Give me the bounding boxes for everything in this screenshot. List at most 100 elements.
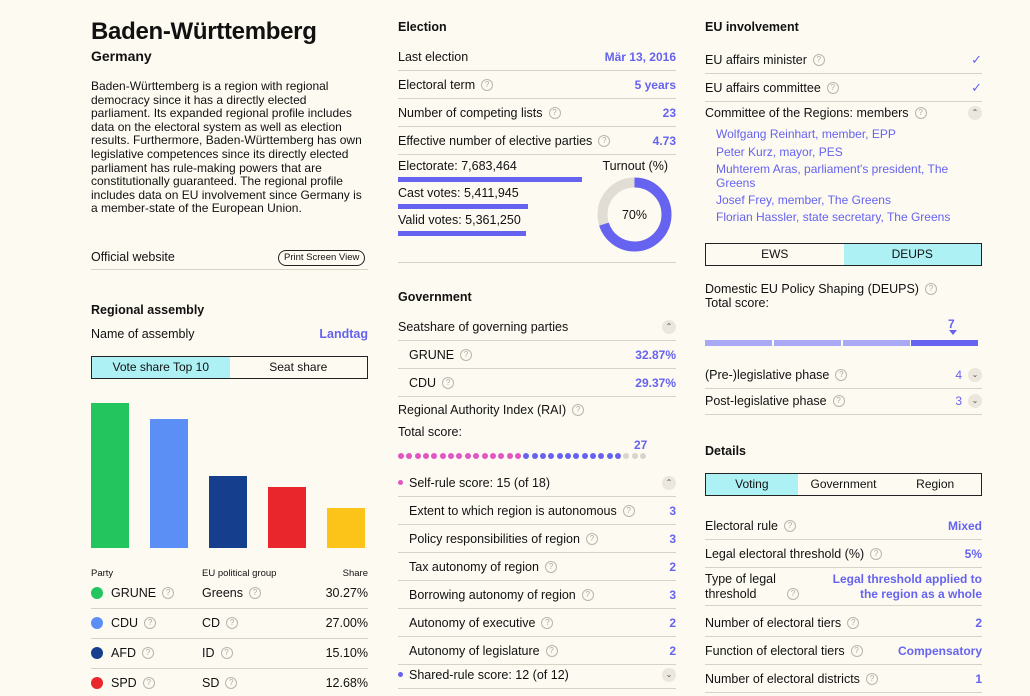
deups-segment: [774, 340, 841, 346]
help-icon[interactable]: ?: [144, 617, 157, 629]
help-icon[interactable]: ?: [225, 677, 238, 689]
shared-rule-row[interactable]: Shared-rule score: 12 (of 12) ⌄: [398, 661, 676, 689]
seatshare-row[interactable]: Seatshare of governing parties ⌃: [398, 313, 676, 341]
help-icon[interactable]: ?: [826, 81, 839, 94]
chevron-up-icon[interactable]: ⌃: [662, 475, 676, 490]
rai-dot: [582, 453, 588, 459]
help-icon[interactable]: ?: [460, 348, 473, 361]
electoral-term-label: Electoral term: [398, 77, 476, 92]
cor-member-link[interactable]: Josef Frey, member, The Greens: [716, 193, 891, 207]
help-icon[interactable]: ?: [541, 616, 554, 629]
detail-value: 5%: [964, 546, 982, 561]
self-rule-item-row: Extent to which region is autonomous? 3: [398, 497, 676, 525]
help-icon[interactable]: ?: [783, 519, 796, 532]
vote-share-bar[interactable]: [327, 508, 365, 548]
help-icon[interactable]: ?: [544, 560, 557, 573]
help-icon[interactable]: ?: [142, 677, 155, 689]
post-legislative-row[interactable]: Post-legislative phase? 3 ⌄: [705, 387, 982, 415]
last-election-row: Last election Mär 13, 2016: [398, 43, 676, 71]
official-website-link[interactable]: Official website: [91, 250, 175, 264]
cor-member-link[interactable]: Peter Kurz, mayor, PES: [716, 145, 843, 159]
competing-lists-label: Number of competing lists: [398, 105, 543, 120]
party-group: CD: [202, 616, 221, 630]
marker-triangle-icon: [949, 330, 957, 335]
divider: [398, 262, 676, 263]
help-icon[interactable]: ?: [545, 644, 558, 657]
government-title: Government: [398, 290, 472, 304]
help-icon[interactable]: ?: [548, 106, 561, 119]
cor-member-link[interactable]: Florian Hassler, state secretary, The Gr…: [716, 210, 951, 224]
rai-dot: [498, 453, 504, 459]
check-icon: ✓: [971, 51, 982, 67]
vote-share-bar[interactable]: [150, 419, 188, 548]
self-rule-item-value: 3: [669, 531, 676, 546]
competing-lists-row: Number of competing lists? 23: [398, 99, 676, 127]
chevron-up-icon[interactable]: ⌃: [662, 319, 676, 334]
tab-deups[interactable]: DEUPS: [843, 244, 981, 265]
help-icon[interactable]: ?: [914, 107, 927, 119]
party-name: GRUNE: [111, 586, 157, 600]
party-color-dot: [91, 647, 103, 659]
cor-member-link[interactable]: Wolfgang Reinhart, member, EPP: [716, 127, 896, 141]
effective-parties-value: 4.73: [652, 133, 676, 148]
tab-government[interactable]: Government: [810, 477, 877, 491]
assembly-title: Regional assembly: [91, 303, 205, 317]
self-rule-item-value: 2: [669, 643, 676, 658]
help-icon[interactable]: ?: [249, 587, 261, 599]
help-icon[interactable]: ?: [481, 78, 494, 91]
tab-voting[interactable]: Voting: [706, 474, 798, 495]
eu-minister-row: EU affairs minister? ✓: [705, 46, 982, 74]
tab-vote-share[interactable]: Vote share Top 10: [92, 357, 230, 378]
help-icon[interactable]: ?: [572, 404, 585, 416]
tab-region[interactable]: Region: [916, 477, 955, 491]
help-icon[interactable]: ?: [850, 644, 863, 657]
self-rule-item-row: Borrowing autonomy of region? 3: [398, 581, 676, 609]
pre-legislative-label: (Pre-)legislative phase: [705, 367, 830, 382]
turnout-arc: [597, 177, 672, 252]
self-rule-item-label: Extent to which region is autonomous: [409, 503, 617, 518]
eu-score-tabs: EWS DEUPS: [705, 243, 982, 266]
help-icon[interactable]: ?: [787, 587, 799, 600]
help-icon[interactable]: ?: [581, 588, 594, 601]
valid-votes-text: Valid votes: 5,361,250: [398, 213, 521, 227]
help-icon[interactable]: ?: [162, 587, 175, 599]
pre-legislative-row[interactable]: (Pre-)legislative phase? 4 ⌄: [705, 361, 982, 389]
electoral-term-row: Electoral term? 5 years: [398, 71, 676, 99]
help-icon[interactable]: ?: [226, 617, 239, 629]
cor-members-row[interactable]: Committee of the Regions: members? ⌃: [705, 99, 982, 127]
chevron-up-icon[interactable]: ⌃: [968, 106, 982, 120]
chevron-down-icon[interactable]: ⌄: [968, 367, 982, 382]
rai-dot: [615, 453, 621, 459]
print-screen-button[interactable]: Print Screen View: [278, 250, 366, 266]
help-icon[interactable]: ?: [847, 616, 860, 629]
help-icon[interactable]: ?: [924, 283, 937, 295]
help-icon[interactable]: ?: [870, 547, 883, 560]
help-icon[interactable]: ?: [622, 504, 635, 517]
help-icon[interactable]: ?: [442, 376, 455, 389]
vote-share-bar[interactable]: [91, 403, 129, 548]
help-icon[interactable]: ?: [835, 368, 848, 381]
help-icon[interactable]: ?: [142, 647, 154, 659]
help-icon[interactable]: ?: [812, 53, 825, 66]
tab-ews[interactable]: EWS: [761, 247, 789, 261]
rai-dot: [632, 453, 638, 459]
vote-share-bar[interactable]: [268, 487, 306, 548]
rai-total-label: Total score:: [398, 425, 462, 439]
rai-dot: [515, 453, 521, 459]
self-rule-row[interactable]: Self-rule score: 15 (of 18) ⌃: [398, 469, 676, 497]
cor-member-link[interactable]: Muhterem Aras, parliament's president, T…: [716, 162, 949, 190]
tab-seat-share[interactable]: Seat share: [269, 360, 328, 374]
chevron-down-icon[interactable]: ⌄: [968, 393, 982, 408]
vote-share-bar[interactable]: [209, 476, 247, 548]
chevron-down-icon[interactable]: ⌄: [662, 667, 676, 682]
help-icon[interactable]: ?: [832, 394, 845, 407]
rai-dot: [406, 453, 412, 459]
competing-lists-value: 23: [662, 105, 676, 120]
detail-label: Legal electoral threshold (%): [705, 546, 865, 561]
help-icon[interactable]: ?: [598, 134, 611, 147]
electorate-text: Electorate: 7,683,464: [398, 159, 517, 173]
help-icon[interactable]: ?: [865, 672, 878, 685]
rai-dot-scale: [398, 453, 676, 460]
help-icon[interactable]: ?: [585, 532, 598, 545]
help-icon[interactable]: ?: [220, 647, 233, 659]
